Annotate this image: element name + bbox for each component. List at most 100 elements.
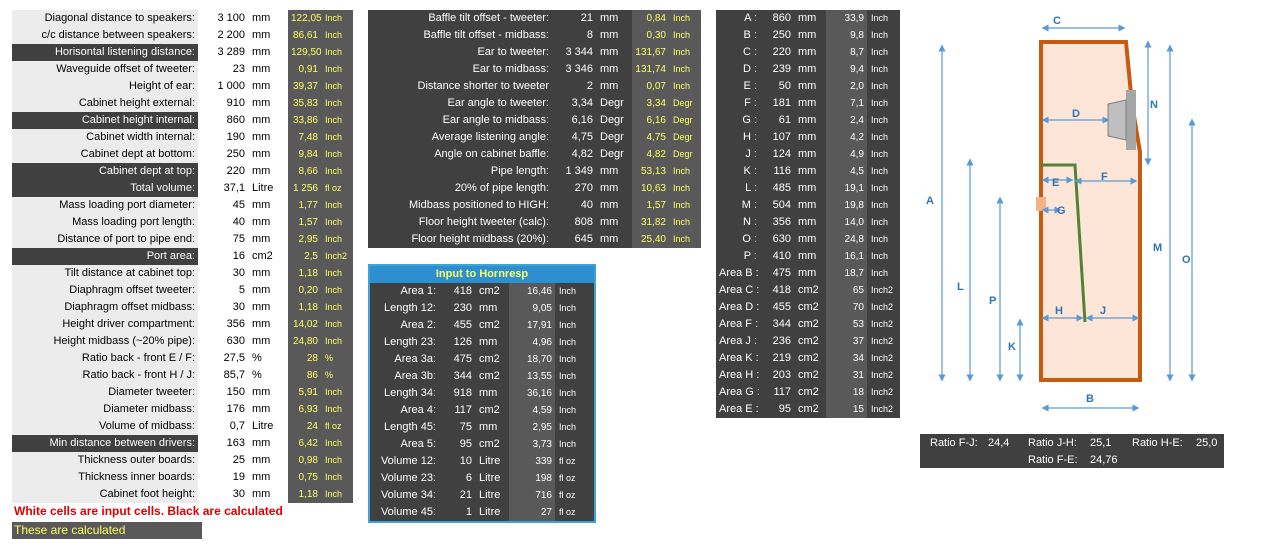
row-calc-unit: Inch <box>867 44 900 61</box>
table-row: Height midbass (~20% pipe): 630 mm 24,80 Inc… <box>12 333 353 350</box>
row-value[interactable]: 163 <box>198 435 248 452</box>
table-row: G :61 mm 2,4 Inch <box>716 112 900 129</box>
row-label: K : <box>716 163 760 180</box>
row-unit: cm2 <box>794 367 826 384</box>
port-tube <box>1036 197 1046 211</box>
row-unit: cm2 <box>475 283 509 300</box>
row-value[interactable]: 0,7 <box>198 418 248 435</box>
row-label: Cabinet height external: <box>12 95 198 112</box>
ratio-he-value: 25,0 <box>1196 437 1218 449</box>
row-label: Cabinet dept at top: <box>12 163 198 180</box>
row-unit: Degr <box>596 95 632 112</box>
ratio-fj-label: Ratio F-J: <box>930 437 978 449</box>
row-calc-value: 1,57 <box>632 197 669 214</box>
row-calc-value: 18,70 <box>509 351 555 368</box>
row-calc-unit: fl oz <box>555 504 596 522</box>
row-unit: Litre <box>475 453 509 470</box>
row-calc-unit: Inch <box>669 214 701 231</box>
row-calc-unit: Inch <box>867 112 900 129</box>
row-calc-value: 6,42 <box>288 435 321 452</box>
row-unit: mm <box>794 163 826 180</box>
row-value[interactable]: 85,7 <box>198 367 248 384</box>
row-value[interactable]: 910 <box>198 95 248 112</box>
row-label: Pipe length: <box>368 163 552 180</box>
table-row: Mass loading port length: 40 mm 1,57 Inch <box>12 214 353 231</box>
row-value: 8 <box>552 27 596 44</box>
row-value[interactable]: 75 <box>198 231 248 248</box>
row-value[interactable]: 37,1 <box>198 180 248 197</box>
row-value[interactable]: 19 <box>198 469 248 486</box>
row-value[interactable]: 356 <box>198 316 248 333</box>
row-value[interactable]: 25 <box>198 452 248 469</box>
row-label: N : <box>716 214 760 231</box>
row-calc-unit: Inch <box>555 402 596 419</box>
row-calc-value: 19,8 <box>826 197 867 214</box>
table-row: Volume 34: 21 Litre 716 fl oz <box>369 487 596 504</box>
row-calc-value: 9,05 <box>509 300 555 317</box>
row-value[interactable]: 176 <box>198 401 248 418</box>
row-value[interactable]: 40 <box>198 214 248 231</box>
label-p: P <box>989 295 996 307</box>
row-unit: mm <box>596 231 632 248</box>
row-value[interactable]: 630 <box>198 333 248 350</box>
row-value[interactable]: 150 <box>198 384 248 401</box>
row-unit: mm <box>794 78 826 95</box>
row-unit: cm2 <box>794 350 826 367</box>
table-row: Waveguide offset of tweeter: 23 mm 0,91 Inch <box>12 61 353 78</box>
row-calc-value: 7,48 <box>288 129 321 146</box>
row-value[interactable]: 16 <box>198 248 248 265</box>
cabinet-diagram: A B C D E F G H J K L M N O P <box>926 15 1196 412</box>
row-value[interactable]: 2 200 <box>198 27 248 44</box>
row-value[interactable]: 23 <box>198 61 248 78</box>
row-value: 4,75 <box>552 129 596 146</box>
row-calc-value: 0,91 <box>288 61 321 78</box>
row-unit: mm <box>596 163 632 180</box>
row-value[interactable]: 30 <box>198 486 248 503</box>
row-value: 475 <box>439 351 475 368</box>
row-calc-value: 0,75 <box>288 469 321 486</box>
table-row: Volume 23: 6 Litre 198 fl oz <box>369 470 596 487</box>
label-l: L <box>957 281 964 293</box>
row-value: 860 <box>760 10 794 27</box>
row-value[interactable]: 190 <box>198 129 248 146</box>
row-calc-value: 1 256 <box>288 180 321 197</box>
row-value[interactable]: 220 <box>198 163 248 180</box>
table-row: K :116 mm 4,5 Inch <box>716 163 900 180</box>
row-calc-unit: Inch <box>555 317 596 334</box>
row-value[interactable]: 860 <box>198 112 248 129</box>
row-unit: mm <box>794 146 826 163</box>
table-row: Volume 45: 1 Litre 27 fl oz <box>369 504 596 522</box>
row-calc-unit: Inch <box>321 78 353 95</box>
row-value[interactable]: 3 289 <box>198 44 248 61</box>
label-k: K <box>1008 341 1016 353</box>
row-calc-value: 5,91 <box>288 384 321 401</box>
table-row: Area 5: 95 cm2 3,73 Inch <box>369 436 596 453</box>
row-value: 418 <box>439 283 475 300</box>
row-value[interactable]: 250 <box>198 146 248 163</box>
table-row: Cabinet dept at bottom: 250 mm 9,84 Inch <box>12 146 353 163</box>
ratio-panel: Ratio F-J: 24,4 Ratio J-H: 25,1 Ratio H-… <box>920 434 1224 468</box>
row-value[interactable]: 30 <box>198 299 248 316</box>
row-value[interactable]: 30 <box>198 265 248 282</box>
row-label: Tilt distance at cabinet top: <box>12 265 198 282</box>
row-value[interactable]: 3 100 <box>198 10 248 27</box>
row-unit: mm <box>248 265 288 282</box>
row-label: D : <box>716 61 760 78</box>
row-calc-value: 9,4 <box>826 61 867 78</box>
row-calc-value: 4,9 <box>826 146 867 163</box>
row-value[interactable]: 27,5 <box>198 350 248 367</box>
row-calc-value: 37 <box>826 333 867 350</box>
row-value[interactable]: 45 <box>198 197 248 214</box>
row-label: F : <box>716 95 760 112</box>
row-calc-unit: Inch <box>669 78 701 95</box>
row-label: Height driver compartment: <box>12 316 198 333</box>
table-row: Cabinet height internal: 860 mm 33,86 Inch <box>12 112 353 129</box>
row-unit: mm <box>794 265 826 282</box>
row-calc-unit: Inch <box>321 231 353 248</box>
row-value[interactable]: 5 <box>198 282 248 299</box>
row-label: Area 3b: <box>369 368 439 385</box>
row-value[interactable]: 1 000 <box>198 78 248 95</box>
row-unit: mm <box>794 112 826 129</box>
table-row: M :504 mm 19,8 Inch <box>716 197 900 214</box>
row-unit: mm <box>248 112 288 129</box>
